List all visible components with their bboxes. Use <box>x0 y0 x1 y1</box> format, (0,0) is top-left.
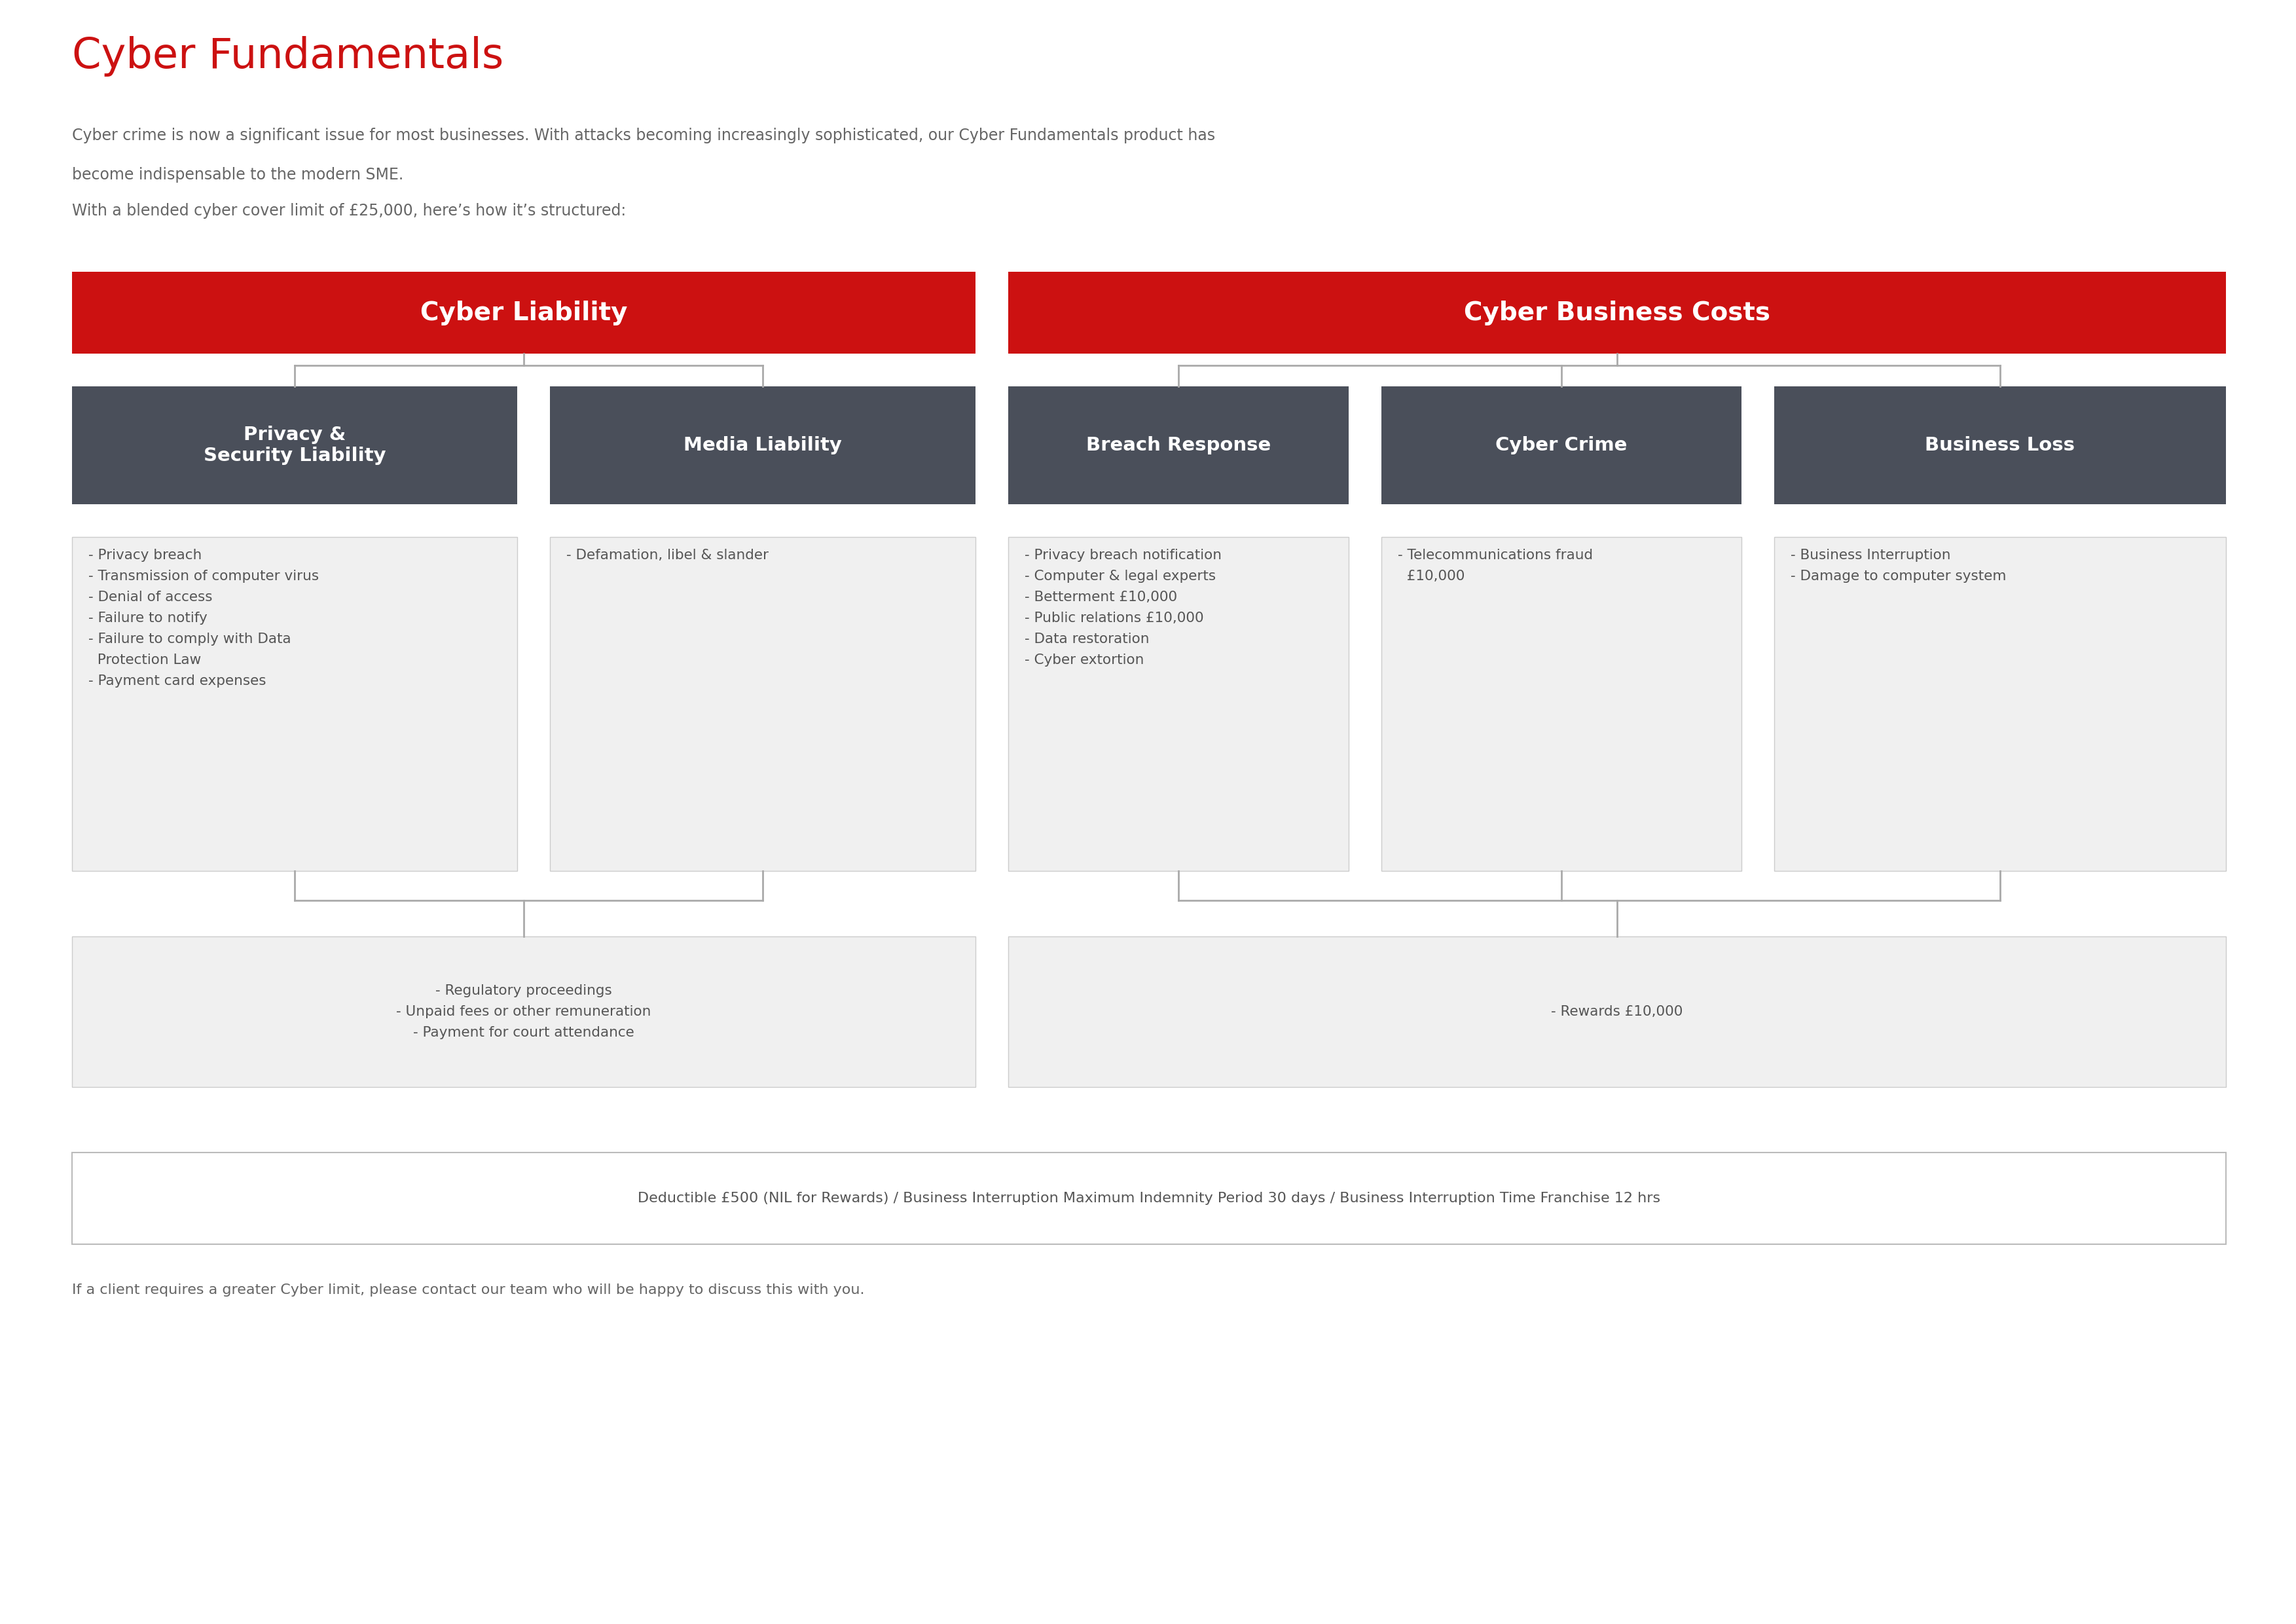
Text: - Regulatory proceedings
- Unpaid fees or other remuneration
- Payment for court: - Regulatory proceedings - Unpaid fees o… <box>397 984 652 1039</box>
Text: Cyber crime is now a significant issue for most businesses. With attacks becomin: Cyber crime is now a significant issue f… <box>71 128 1215 143</box>
FancyBboxPatch shape <box>71 387 517 503</box>
Text: Business Loss: Business Loss <box>1924 437 2076 455</box>
Text: Cyber Crime: Cyber Crime <box>1495 437 1628 455</box>
FancyBboxPatch shape <box>1008 937 2225 1086</box>
FancyBboxPatch shape <box>1382 538 1740 870</box>
FancyBboxPatch shape <box>1008 538 1348 870</box>
Text: Privacy &
Security Liability: Privacy & Security Liability <box>204 425 386 464</box>
FancyBboxPatch shape <box>1382 387 1740 503</box>
Text: Media Liability: Media Liability <box>684 437 843 455</box>
FancyBboxPatch shape <box>1775 538 2225 870</box>
Text: - Rewards £10,000: - Rewards £10,000 <box>1552 1005 1683 1018</box>
Text: With a blended cyber cover limit of £25,000, here’s how it’s structured:: With a blended cyber cover limit of £25,… <box>71 203 627 219</box>
Text: - Telecommunications fraud
  £10,000: - Telecommunications fraud £10,000 <box>1398 549 1593 583</box>
Text: - Defamation, libel & slander: - Defamation, libel & slander <box>567 549 769 562</box>
Text: Cyber Liability: Cyber Liability <box>420 300 627 325</box>
FancyBboxPatch shape <box>71 1153 2225 1244</box>
FancyBboxPatch shape <box>1775 387 2225 503</box>
FancyBboxPatch shape <box>71 937 976 1086</box>
Text: Breach Response: Breach Response <box>1086 437 1272 455</box>
FancyBboxPatch shape <box>1008 387 1348 503</box>
Text: If a client requires a greater Cyber limit, please contact our team who will be : If a client requires a greater Cyber lim… <box>71 1283 866 1296</box>
FancyBboxPatch shape <box>71 271 976 354</box>
FancyBboxPatch shape <box>551 387 976 503</box>
Text: Cyber Business Costs: Cyber Business Costs <box>1465 300 1770 325</box>
Text: Deductible £500 (NIL for Rewards) / Business Interruption Maximum Indemnity Peri: Deductible £500 (NIL for Rewards) / Busi… <box>638 1192 1660 1205</box>
Text: - Business Interruption
- Damage to computer system: - Business Interruption - Damage to comp… <box>1791 549 2007 583</box>
FancyBboxPatch shape <box>1008 271 2225 354</box>
Text: Cyber Fundamentals: Cyber Fundamentals <box>71 36 503 76</box>
Text: - Privacy breach
- Transmission of computer virus
- Denial of access
- Failure t: - Privacy breach - Transmission of compu… <box>87 549 319 687</box>
FancyBboxPatch shape <box>71 538 517 870</box>
Text: become indispensable to the modern SME.: become indispensable to the modern SME. <box>71 167 404 184</box>
FancyBboxPatch shape <box>551 538 976 870</box>
Text: - Privacy breach notification
- Computer & legal experts
- Betterment £10,000
- : - Privacy breach notification - Computer… <box>1024 549 1221 666</box>
